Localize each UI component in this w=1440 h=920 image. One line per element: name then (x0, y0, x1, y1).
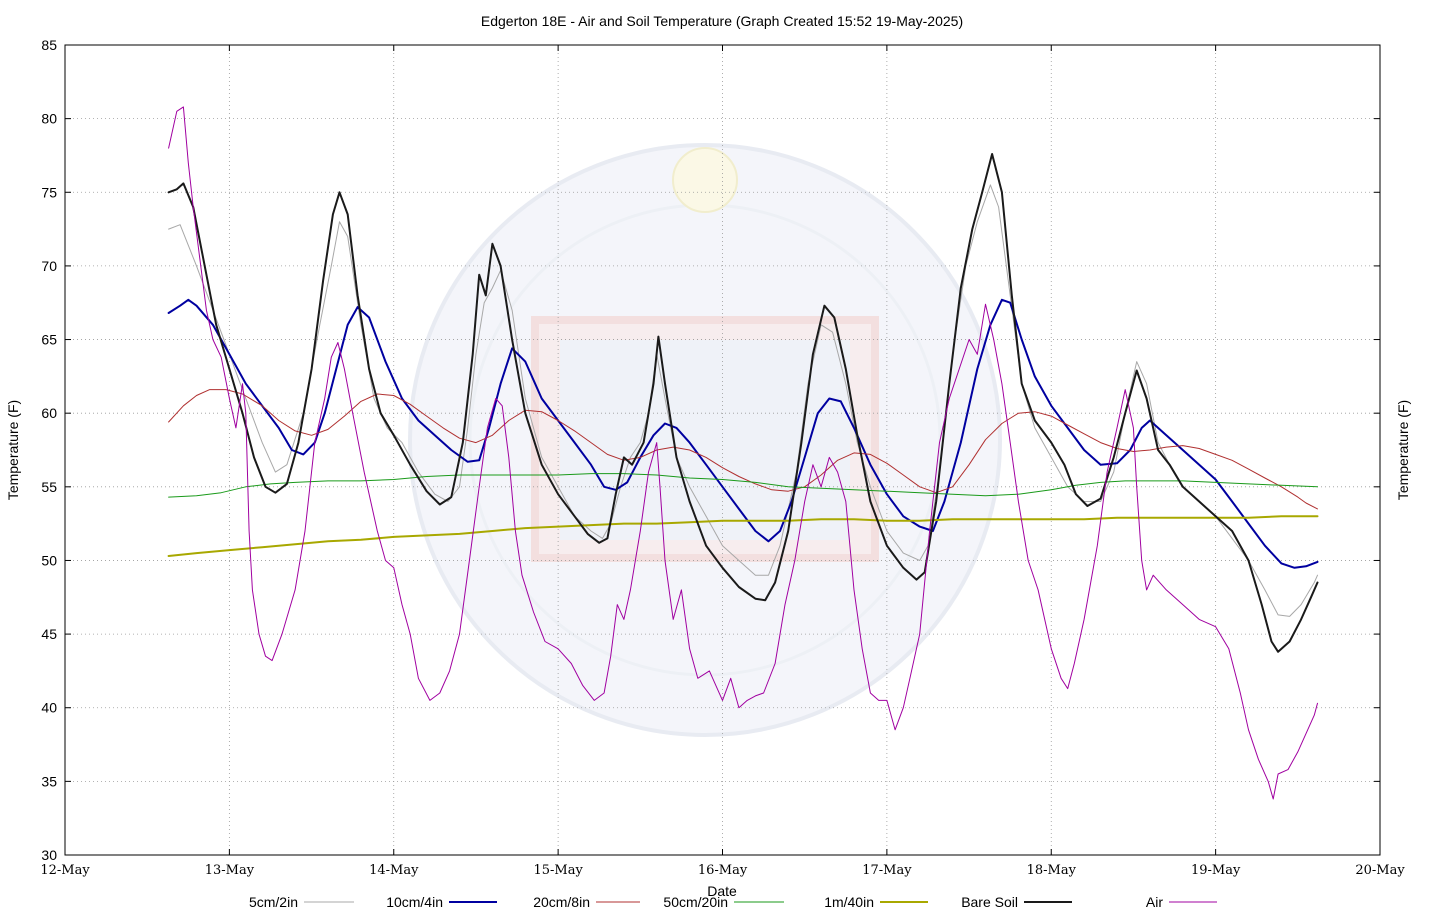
series-line-1m-40in (167, 515, 1319, 557)
series-line-10cm-4in (167, 298, 1319, 569)
x-tick-label: 20-May (1355, 863, 1405, 878)
axis-ticks (64, 44, 1381, 856)
x-tick-labels: 12-May 13-May 14-May 15-May 16-May 17-May 18-M… (40, 863, 1405, 878)
x-tick-label: 14-May (369, 863, 419, 878)
legend-label: 5cm/2in (249, 894, 298, 910)
x-tick-label: 18-May (1027, 863, 1077, 878)
y-tick-label: 75 (41, 184, 57, 200)
series-line-bare-soil (167, 153, 1319, 653)
y-tick-label: 55 (41, 479, 57, 495)
y-axis-label-left: Temperature (F) (5, 400, 21, 500)
x-axis-label: Date (707, 883, 737, 899)
y-tick-label: 60 (41, 405, 57, 421)
y-tick-label: 70 (41, 258, 57, 274)
legend-label: 1m/40in (824, 894, 874, 910)
x-tick-label: 16-May (698, 863, 748, 878)
x-tick-label: 13-May (205, 863, 255, 878)
y-axis-label-right: Temperature (F) (1395, 400, 1411, 500)
legend: 5cm/2in 10cm/4in 20cm/8in 50cm/20in 1m/40in B… (249, 894, 1217, 910)
legend-label: 50cm/20in (663, 894, 728, 910)
series-line-50cm-20in (168, 473, 1318, 498)
x-tick-label: 17-May (862, 863, 912, 878)
y-tick-labels: 30 35 40 45 50 55 60 65 70 75 80 85 (41, 37, 57, 863)
legend-label: 10cm/4in (386, 894, 443, 910)
series-lines (167, 106, 1319, 800)
watermark-logo (408, 143, 1002, 737)
y-tick-label: 40 (41, 700, 57, 716)
legend-label: Bare Soil (961, 894, 1018, 910)
y-tick-label: 45 (41, 626, 57, 642)
x-tick-label: 19-May (1191, 863, 1241, 878)
y-tick-label: 65 (41, 332, 57, 348)
x-tick-label: 12-May (40, 863, 90, 878)
y-tick-label: 50 (41, 552, 57, 568)
grid-lines (65, 45, 1380, 855)
y-tick-label: 30 (41, 847, 57, 863)
y-tick-label: 80 (41, 111, 57, 127)
x-tick-label: 15-May (533, 863, 583, 878)
series-line-20cm-8in (168, 389, 1318, 510)
y-tick-label: 85 (41, 37, 57, 53)
legend-label: Air (1146, 894, 1163, 910)
series-line-air (168, 106, 1318, 800)
y-tick-label: 35 (41, 773, 57, 789)
legend-label: 20cm/8in (533, 894, 590, 910)
chart-title: Edgerton 18E - Air and Soil Temperature … (481, 13, 963, 29)
